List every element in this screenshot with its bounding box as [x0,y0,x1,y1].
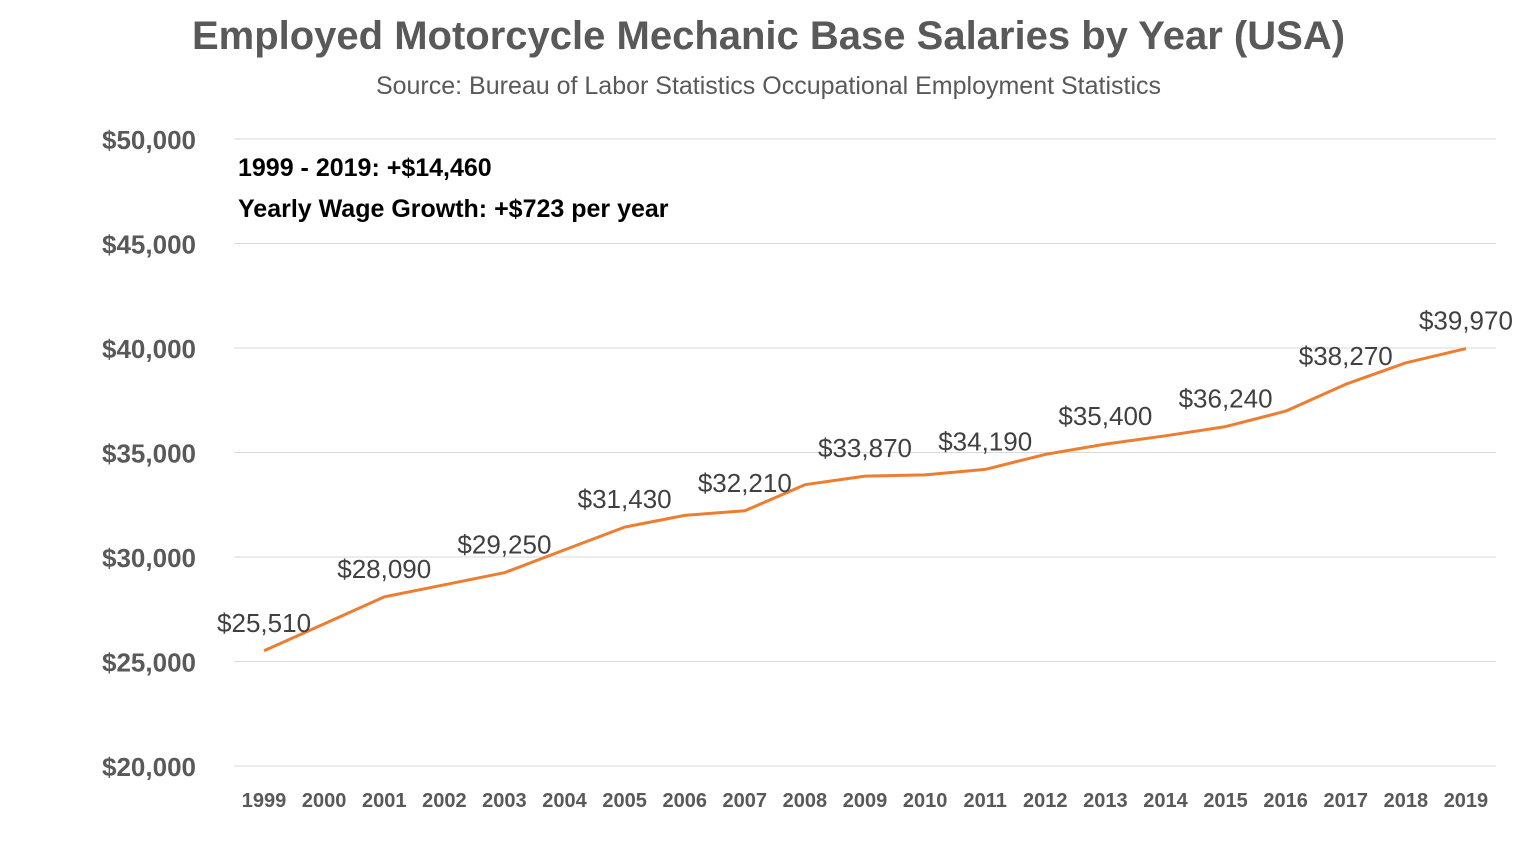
x-tick-label: 2010 [903,790,948,812]
data-label: $34,190 [938,426,1032,456]
x-tick-label: 2012 [1023,790,1068,812]
annotation-text: 1999 - 2019: +$14,460 [238,154,492,182]
chart-title: Employed Motorcycle Mechanic Base Salari… [191,14,1346,58]
y-tick-label: $25,000 [102,648,196,678]
x-tick-label: 2006 [662,790,707,812]
x-tick-label: 2002 [422,790,467,812]
data-label: $29,250 [457,530,551,560]
data-label: $25,510 [217,608,311,638]
x-tick-label: 2011 [963,790,1006,812]
x-tick-label: 2003 [482,790,527,812]
x-tick-label: 2017 [1324,790,1369,812]
y-tick-label: $30,000 [102,543,196,573]
data-label: $32,210 [698,468,792,498]
x-tick-label: 2013 [1083,790,1128,812]
x-tick-label: 2001 [362,790,407,812]
x-tick-label: 1999 [242,790,287,812]
x-tick-label: 2004 [542,790,587,812]
x-tick-label: 2016 [1263,790,1308,812]
annotation-text: Yearly Wage Growth: +$723 per year [238,195,669,223]
x-tick-label: 2000 [302,790,347,812]
x-tick-label: 2014 [1143,790,1188,812]
data-label: $35,400 [1058,401,1152,431]
data-label: $36,240 [1179,384,1273,414]
data-label: $39,970 [1419,306,1513,336]
series-line [263,347,1467,653]
x-tick-label: 2015 [1203,790,1248,812]
x-tick-label: 2018 [1384,790,1429,812]
y-tick-label: $40,000 [102,334,196,364]
y-tick-label: $45,000 [102,230,196,260]
x-tick-label: 2019 [1444,790,1489,812]
data-label: $33,870 [818,433,912,463]
x-tick-label: 2008 [783,790,828,812]
data-label: $31,430 [578,484,672,514]
x-tick-label: 2009 [843,790,888,812]
y-tick-label: $50,000 [102,125,196,155]
data-label: $28,090 [337,554,431,584]
chart-subtitle: Source: Bureau of Labor Statistics Occup… [375,72,1162,100]
y-tick-label: $20,000 [102,752,196,782]
data-label: $38,270 [1299,341,1393,371]
x-tick-label: 2005 [602,790,647,812]
x-tick-label: 2007 [723,790,768,812]
y-tick-label: $35,000 [102,439,196,469]
